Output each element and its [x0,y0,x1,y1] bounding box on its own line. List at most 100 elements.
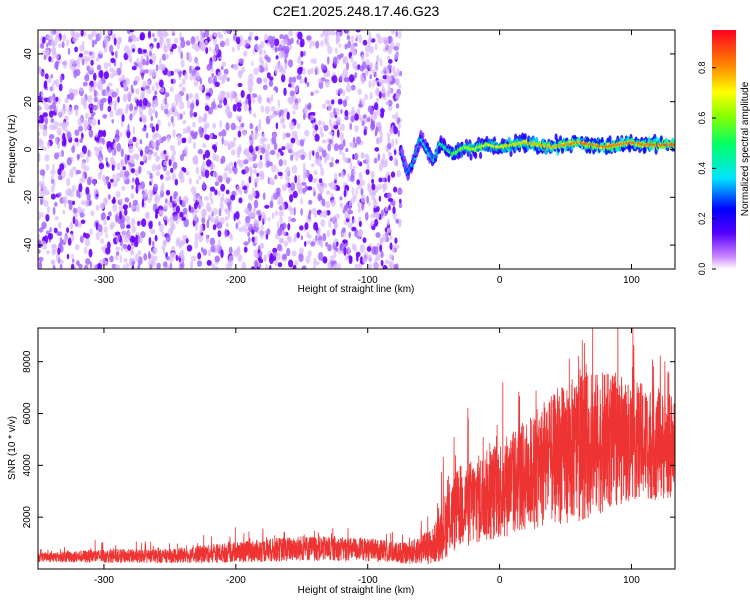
noise-dot [352,60,358,70]
noise-dot [269,200,274,209]
noise-dot [259,250,263,257]
noise-dot [354,263,360,269]
noise-dot [300,154,306,161]
noise-dot [185,238,189,244]
noise-dot [300,208,303,216]
noise-dot [366,162,370,172]
noise-dot [258,258,264,264]
noise-dot [151,53,157,62]
noise-dot [347,210,354,215]
noise-dot [175,254,179,261]
noise-dot [372,200,378,209]
noise-dot [133,153,139,159]
noise-dot [84,74,90,82]
noise-dot [118,77,123,82]
noise-dot [209,190,213,200]
noise-dot [88,129,94,138]
noise-dot [148,250,151,260]
noise-dot [131,217,136,226]
noise-dot [293,237,297,243]
noise-dot [62,60,68,69]
signal-point [460,151,464,158]
noise-dot [282,112,285,118]
noise-dot [387,218,391,225]
noise-dot [318,195,323,201]
noise-dot [153,37,157,42]
noise-dot [321,139,327,144]
noise-dot [246,152,251,162]
noise-dot [152,240,155,247]
noise-dot [177,45,182,54]
noise-dot [129,163,135,168]
noise-dot [269,255,274,265]
noise-dot [66,157,72,166]
noise-dot [148,68,153,77]
noise-dot [167,121,171,127]
spectrogram-xtick-label: -200 [226,275,246,286]
noise-dot [74,129,80,136]
noise-dot [365,52,370,58]
signal-point [425,142,429,149]
noise-dot [198,115,203,124]
noise-dot [254,219,260,228]
noise-dot [357,201,361,208]
noise-dot [95,231,101,241]
noise-dot [214,189,218,196]
noise-dot [249,169,253,178]
noise-dot [168,159,172,167]
noise-dot [366,195,369,204]
noise-dot [38,66,42,74]
noise-dot [54,36,61,43]
noise-dot [372,212,376,217]
noise-dot [236,45,241,51]
noise-dot [71,200,76,205]
snr-xtick-label: -100 [358,575,378,586]
noise-dot [108,67,115,73]
noise-dot [211,144,216,150]
signal-point [479,151,483,160]
noise-dot [289,90,295,97]
noise-dot [55,252,60,262]
noise-dot [188,136,192,144]
noise-dot [163,160,168,166]
noise-dot [112,196,116,204]
noise-dot [327,244,332,252]
noise-dot [379,244,383,252]
noise-dot [277,262,283,268]
noise-dot [193,202,198,210]
noise-dot [270,106,276,112]
noise-dot [78,125,83,132]
noise-dot [365,58,370,65]
noise-dot [374,147,380,152]
noise-dot [202,160,206,168]
noise-dot [382,75,388,80]
noise-dot [352,136,356,144]
noise-dot [185,93,189,102]
noise-dot [40,180,45,190]
noise-dot [264,66,269,72]
noise-dot [336,129,340,138]
noise-dot [80,219,86,225]
noise-dot [130,251,135,256]
noise-dot [326,190,331,195]
noise-dot [170,154,176,162]
noise-dot [374,218,379,227]
spectrogram-ytick-label: 40 [23,48,34,60]
noise-dot [79,212,85,218]
noise-dot [292,76,297,84]
noise-dot [143,114,147,124]
noise-dot [305,255,311,264]
noise-dot [314,67,318,76]
noise-dot [38,131,41,136]
noise-dot [257,94,262,102]
noise-dot [122,264,126,269]
noise-dot [253,177,260,183]
chart-title: C2E1.2025.248.17.46.G23 [273,3,440,19]
noise-dot [373,157,378,164]
noise-dot [59,263,63,269]
noise-dot [114,254,119,261]
noise-dot [356,179,361,186]
noise-dot [332,185,337,190]
noise-dot [398,203,403,209]
noise-dot [129,258,133,267]
